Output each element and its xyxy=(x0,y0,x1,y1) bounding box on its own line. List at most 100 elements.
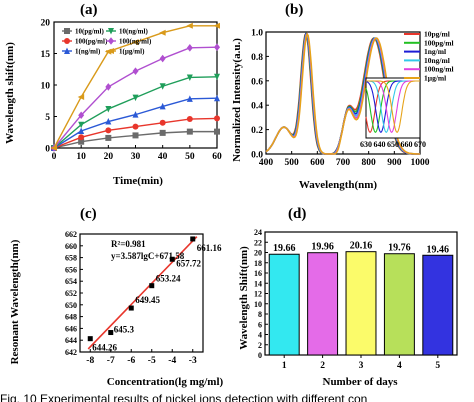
panel-a-point xyxy=(132,132,139,139)
panel-b-legend-label: 1ng/ml xyxy=(424,47,446,56)
panel-b-ytick-label: 0.2 xyxy=(251,126,263,136)
panel-d-ytick-label: 18 xyxy=(254,259,262,268)
panel-label-d: (d) xyxy=(288,206,306,222)
panel-c-ylabel: Resonant Wavelength(nm) xyxy=(9,239,21,364)
panel-b-ytick-label: 1.0 xyxy=(251,29,263,39)
panel-label-b: (b) xyxy=(285,2,303,18)
panel-c-point xyxy=(169,256,175,262)
panel-a-point xyxy=(132,94,139,102)
panel-a-point xyxy=(78,111,85,120)
panel-a-xlabel: Time(min) xyxy=(113,175,163,187)
panel-a-point xyxy=(78,127,85,134)
panel-b-xlabel: Wavelength(nm) xyxy=(299,179,378,191)
panel-a-point xyxy=(214,115,220,122)
panel-c-ytick-label: 642 xyxy=(65,348,77,357)
panel-a-chart: 0 10 20 30 40 50 60 0 5 10 15 20 10(pg/ml) 100(pg/ml)… xyxy=(41,19,223,163)
panel-a-ylabel: Wavelength shift(nm) xyxy=(4,42,16,144)
panel-d-xtick-label: 1 xyxy=(282,361,287,371)
panel-b-xtick-label: 700 xyxy=(336,158,351,168)
panel-a-xtick-label: 20 xyxy=(104,152,114,162)
panel-c-xtick-label: -4 xyxy=(168,356,176,366)
panel-a-xtick-label: 40 xyxy=(158,152,168,162)
panel-a-point xyxy=(105,83,112,91)
panel-b-inset-xtick-label: 670 xyxy=(414,140,426,149)
panel-a-xtick-label: 0 xyxy=(52,152,57,162)
panel-b-legend-label: 100ng/ml xyxy=(424,65,454,74)
panel-a-point xyxy=(186,128,193,135)
panel-a-point xyxy=(159,83,166,90)
panel-c-fit-line xyxy=(87,236,198,350)
panel-a-point xyxy=(159,29,166,36)
panel-a-legend-label: 100(ng/ml) xyxy=(119,38,152,46)
panel-d-ytick-label: 4 xyxy=(258,331,262,340)
panel-d-bar xyxy=(268,253,300,356)
panel-d-xlabel: Number of days xyxy=(323,376,399,388)
panel-a-point xyxy=(214,94,220,102)
panel-a-point xyxy=(186,116,193,123)
panel-c-point-label: 645.3 xyxy=(114,325,135,335)
panel-a-legend-label: 1(ng/ml) xyxy=(75,48,101,56)
panel-c-point-label: 644.26 xyxy=(92,343,117,353)
panel-d-bar-label: 19.76 xyxy=(388,243,411,254)
panel-c-chart: -8 -7 -6 -5 -4 -3 642 644 646 648 650 652 654 656 658 6… xyxy=(65,230,222,366)
panel-a-point xyxy=(159,102,166,110)
panel-a-legend-label: 10(ng/ml) xyxy=(119,28,148,36)
panel-a-legend-marker xyxy=(108,28,114,35)
panel-b-inset-xtick-label: 630 xyxy=(360,140,372,149)
panel-b-xtick-label: 500 xyxy=(285,158,300,168)
panel-a-point xyxy=(105,134,112,141)
panel-a-point xyxy=(132,67,139,75)
panel-a-point xyxy=(50,145,57,151)
panel-c-point xyxy=(190,236,196,242)
panel-a-xtick-label: 60 xyxy=(212,152,222,162)
panel-a-point xyxy=(78,121,85,129)
panel-c-point-label: 649.45 xyxy=(135,295,160,305)
panel-b-inset-xtick-label: 640 xyxy=(374,140,386,149)
panel-b-ytick-label: 0.6 xyxy=(251,77,263,87)
panel-a-xtick-label: 30 xyxy=(131,152,141,162)
panel-d-ytick-label: 0 xyxy=(258,351,262,360)
panel-b-ylabel: Normalized Intensity(a.u.) xyxy=(231,38,243,162)
panel-d-bar-label: 19.46 xyxy=(427,244,450,255)
panel-d-bar xyxy=(422,254,454,356)
panel-d-xtick-label: 3 xyxy=(359,361,364,371)
panel-a-point xyxy=(105,118,112,125)
panel-c-point-label: 661.16 xyxy=(197,243,222,253)
panel-a-point xyxy=(132,39,139,46)
panel-d-xtick-label: 4 xyxy=(397,361,402,371)
panel-b-ytick-label: 0.0 xyxy=(251,151,263,161)
panel-c-point-label: 653.24 xyxy=(156,274,181,284)
panel-a-legend-marker xyxy=(64,47,70,54)
panel-c-ytick-label: 650 xyxy=(65,301,77,310)
panel-d-ytick-label: 10 xyxy=(254,300,262,309)
panel-a-legend-marker xyxy=(64,38,70,44)
panel-d-bar-label: 19.66 xyxy=(273,243,296,254)
panel-c-point xyxy=(149,283,155,289)
panel-a-point xyxy=(213,22,220,29)
panel-d-bar xyxy=(345,251,377,356)
figure-caption: Fig. 10 Experimental results of nickel i… xyxy=(0,392,367,402)
panel-a-point xyxy=(132,111,139,118)
panel-b-xtick-label: 600 xyxy=(310,158,325,168)
panel-a-point xyxy=(214,73,220,81)
panel-a-point xyxy=(105,127,112,134)
panel-a-point xyxy=(186,95,193,102)
panel-b-ytick-label: 0.4 xyxy=(251,102,263,112)
panel-c-xtick-label: -6 xyxy=(127,356,135,366)
panel-b-legend-label: 1µg/ml xyxy=(424,74,446,83)
panel-d-ytick-label: 2 xyxy=(258,341,262,350)
panel-a-point xyxy=(77,93,85,100)
panel-c-point xyxy=(108,330,114,336)
panel-b-xtick-label: 800 xyxy=(362,158,377,168)
panel-a-xtick-label: 10 xyxy=(76,152,86,162)
panel-c-ytick-label: 654 xyxy=(65,277,77,286)
panel-c-point-label: 657.72 xyxy=(176,258,201,268)
panel-a-xtick-label: 50 xyxy=(185,152,195,162)
panel-a-point xyxy=(214,43,220,51)
panel-a-point xyxy=(78,134,85,141)
panel-label-a: (a) xyxy=(80,2,98,18)
panel-c-r2: R²=0.981 xyxy=(111,239,146,249)
panel-b-legend-label: 100pg/ml xyxy=(424,38,454,47)
panel-a-legend-marker xyxy=(108,37,114,45)
